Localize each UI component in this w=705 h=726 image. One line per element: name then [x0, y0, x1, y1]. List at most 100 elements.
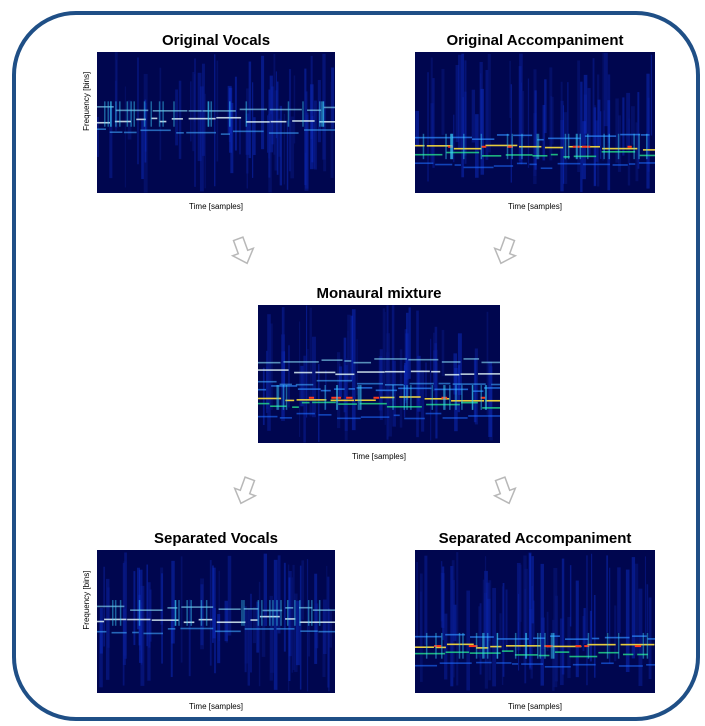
spectrogram-streak — [259, 582, 260, 686]
spectrogram-harmonic — [506, 154, 533, 156]
spectrogram-harmonic — [258, 403, 269, 405]
spectrogram-harmonic — [598, 652, 618, 654]
spectrogram-harmonic — [300, 630, 317, 632]
spectrogram-harmonic — [463, 167, 493, 169]
panel-title: Original Vocals — [162, 32, 270, 49]
spectrogram-onset — [476, 633, 478, 659]
spectrogram-harmonic — [298, 388, 321, 390]
spectrogram-harmonic — [130, 609, 162, 611]
spectrogram-streak — [424, 556, 427, 645]
spectrogram-harmonic — [454, 148, 481, 150]
spectrogram-harmonic — [439, 383, 451, 385]
spectrogram-streak — [430, 339, 431, 441]
spectrogram-streak — [567, 82, 568, 138]
spectrogram-onset — [544, 633, 546, 659]
spectrogram-streak — [570, 565, 571, 626]
spectrogram-harmonic — [569, 656, 597, 658]
spectrogram-onset — [211, 101, 213, 126]
spectrogram-harmonic — [97, 128, 106, 130]
spectrogram-onset — [283, 385, 285, 410]
spectrogram-streak — [472, 90, 475, 143]
spectrogram-onset — [406, 385, 408, 410]
spectrogram-onset — [241, 600, 243, 626]
spectrogram-onset — [537, 633, 539, 659]
spectrogram-streak — [287, 121, 288, 190]
spectrogram-onset — [130, 101, 132, 126]
spectrogram-harmonic — [434, 389, 468, 391]
spectrogram-harmonic — [353, 362, 371, 364]
spectrogram-onset — [423, 134, 425, 159]
spectrogram-onset — [280, 600, 282, 626]
spectrogram-harmonic — [461, 402, 478, 404]
spectrogram-harmonic — [285, 618, 295, 620]
spectrogram-onset — [276, 600, 278, 626]
spectrogram-peak — [373, 397, 379, 399]
spectrogram-onset — [162, 101, 164, 126]
spectrogram-streak — [200, 86, 204, 191]
spectrogram-harmonic — [315, 372, 335, 374]
spectrogram-streak — [383, 308, 385, 390]
spectrogram-harmonic — [317, 380, 352, 382]
x-axis-label: Time [samples] — [352, 452, 406, 461]
spectrogram-streak — [388, 370, 392, 436]
spectrogram-onset — [319, 101, 321, 126]
spectrogram-harmonic — [124, 132, 137, 134]
spectrogram-onset — [432, 385, 434, 410]
spectrogram-streak — [453, 115, 454, 162]
spectrogram-streak — [301, 560, 304, 620]
spectrogram-harmonic — [410, 383, 434, 385]
spectrogram-onset — [551, 633, 553, 659]
spectrogram-onset — [646, 134, 648, 159]
spectrogram-peak — [346, 397, 352, 399]
spectrogram-harmonic — [258, 381, 277, 383]
spectrogram-harmonic — [446, 651, 469, 653]
spectrogram-harmonic — [468, 415, 500, 417]
spectrogram-streak — [521, 91, 524, 138]
spectrogram-streak — [416, 562, 417, 639]
spectrogram-harmonic — [153, 110, 188, 112]
panel-title: Separated Vocals — [154, 530, 278, 547]
spectrogram-harmonic — [555, 651, 569, 653]
spectrogram-harmonic — [318, 631, 335, 633]
spectrogram-harmonic — [464, 358, 480, 360]
spectrogram-streak — [253, 117, 256, 155]
spectrogram-peak — [635, 645, 641, 647]
panel-title: Separated Accompaniment — [439, 530, 632, 547]
spectrogram-onset — [525, 633, 527, 659]
spectrogram-onset — [568, 134, 570, 159]
spectrogram-onset — [443, 385, 445, 410]
spectrogram-harmonic — [331, 400, 355, 402]
spectrogram-streak — [626, 570, 630, 672]
spectrogram-streak — [230, 103, 233, 173]
spectrogram-peak — [582, 146, 590, 148]
spectrogram-streak — [125, 86, 126, 187]
spectrogram-harmonic — [269, 132, 299, 134]
spectrogram-streak — [214, 54, 215, 186]
spectrogram-harmonic — [592, 638, 599, 640]
spectrogram-onset — [178, 600, 180, 626]
spectrogram-harmonic — [233, 131, 264, 133]
spectrogram-harmonic — [338, 403, 357, 405]
spectrogram-harmonic — [521, 663, 543, 665]
spectrogram-harmonic — [613, 164, 628, 166]
spectrogram-harmonic — [361, 416, 389, 418]
spectrogram-harmonic — [186, 132, 216, 134]
spectrogram-onset — [643, 633, 645, 659]
spectrogram-harmonic — [529, 164, 536, 166]
spectrogram-streak — [228, 556, 232, 636]
spectrogram-streak — [329, 609, 332, 647]
spectrogram-onset — [521, 134, 523, 159]
spectrogram-harmonic — [294, 372, 312, 374]
spectrogram-harmonic — [565, 638, 588, 640]
spectrogram-streak — [339, 366, 342, 397]
panel-title: Original Accompaniment — [447, 32, 624, 49]
spectrogram-harmonic — [426, 404, 460, 406]
spectrogram-harmonic — [189, 110, 202, 112]
spectrogram-onset — [336, 385, 338, 410]
spectrogram-onset — [246, 101, 248, 126]
spectrogram-streak — [442, 330, 445, 376]
spectrogram-onset — [288, 101, 290, 126]
spectrogram-streak — [310, 84, 314, 169]
spectrogram-streak — [518, 565, 521, 622]
spectrogram-streak — [456, 65, 460, 142]
